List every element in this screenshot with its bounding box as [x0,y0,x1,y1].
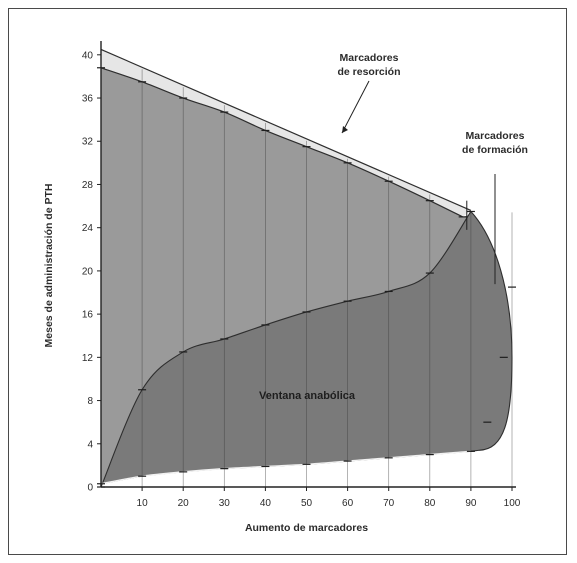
annotation-formation-line-0: Marcadores [466,130,525,142]
arrow-head-resorption [342,126,348,133]
y-tick-label-16: 16 [82,310,94,321]
annotation-formation-line-1: de formación [462,144,528,156]
x-tick-label-90: 90 [465,498,477,509]
x-tick-label-30: 30 [219,498,231,509]
y-tick-label-12: 12 [82,353,94,364]
axes [100,41,516,488]
y-tick-label-28: 28 [82,180,94,191]
annotation-anabolic-window-line-0: Ventana anabólica [259,390,356,402]
y-tick-label-24: 24 [82,223,94,234]
y-axis-label: Meses de administración de PTH [43,184,55,348]
y-tick-label-4: 4 [87,439,93,450]
x-axis-label: Aumento de marcadores [245,522,368,534]
y-tick-label-0: 0 [87,483,93,494]
x-tick-label-70: 70 [383,498,395,509]
gridlines [141,69,513,487]
tick-labels: 0 4 8 12 16 20 24 28 32 36 40 10 20 30 40 50 60 70 80 90 100 [82,50,521,509]
annotation-anabolic-window: Ventana anabólica [259,390,356,402]
y-tick-label-36: 36 [82,94,94,105]
x-tick-label-60: 60 [342,498,354,509]
arrow-resorption [341,80,370,134]
formation-curve [100,450,471,485]
annotation-resorption-line-1: de resorción [337,66,400,78]
y-tick-label-32: 32 [82,137,94,148]
x-tick-label-40: 40 [260,498,272,509]
x-tick-label-10: 10 [137,498,149,509]
resorption-curve [100,67,463,218]
annotation-resorption-line-0: Marcadores [340,52,399,64]
x-tick-label-100: 100 [504,498,521,509]
upper-boundary-line [100,48,472,211]
chart-svg: 0 4 8 12 16 20 24 28 32 36 40 10 20 30 40 50 60 70 80 90 100… [43,41,528,534]
y-tick-label-8: 8 [87,396,93,407]
resorption-band [101,49,471,217]
annotation-formation: Marcadores de formación [462,130,528,156]
y-tick-label-20: 20 [82,266,94,277]
x-tick-label-20: 20 [178,498,190,509]
data-marks [97,67,516,488]
chart-frame: 0 4 8 12 16 20 24 28 32 36 40 10 20 30 40 50 60 70 80 90 100… [8,8,567,555]
x-tick-label-80: 80 [424,498,436,509]
annotations: Marcadores de resorción Marcadores de forma… [259,52,528,402]
upper-area [101,67,471,487]
x-tick-label-50: 50 [301,498,313,509]
y-tick-label-40: 40 [82,50,94,61]
annotation-resorption: Marcadores de resorción [337,52,400,78]
